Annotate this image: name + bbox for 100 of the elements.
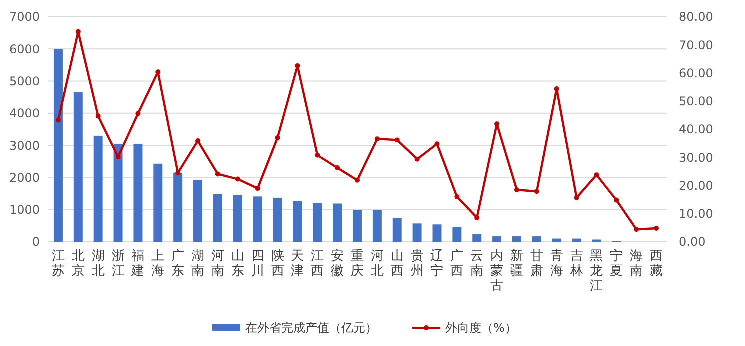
point [196, 138, 201, 144]
y2-tick-label: 20.00 [679, 178, 714, 193]
bar [412, 224, 422, 242]
bar [213, 194, 222, 242]
bar [572, 238, 582, 242]
point [76, 29, 81, 34]
x-tick-label: 辽宁 [430, 249, 444, 279]
y2-tick-label: 80.00 [679, 10, 714, 24]
legend-label: 在外省完成产值（亿元） [246, 321, 378, 336]
x-tick-label: 江苏 [52, 249, 65, 279]
point [116, 154, 121, 160]
x-tick-label: 内蒙古 [490, 249, 504, 294]
x-tick-label: 河南 [211, 249, 224, 279]
x-tick-label: 湖南 [192, 249, 205, 279]
point [96, 114, 101, 119]
y-tick-label: 7000 [9, 10, 40, 24]
y-tick-label: 5000 [9, 74, 40, 88]
x-tick-label: 陕西 [271, 249, 284, 279]
x-tick-label: 浙江 [112, 249, 125, 279]
bar [154, 164, 163, 242]
bar [273, 198, 282, 242]
bar [114, 144, 123, 242]
x-tick-label: 吉林 [569, 249, 584, 279]
point [574, 195, 580, 200]
y-tick-label: 0 [32, 235, 40, 250]
bar [432, 224, 442, 242]
x-tick-label: 西藏 [650, 249, 664, 279]
point [315, 152, 320, 158]
point [176, 170, 181, 176]
bar [333, 204, 342, 242]
bar [54, 49, 63, 242]
x-tick-label: 贵州 [410, 249, 424, 279]
x-tick-label: 天津 [291, 249, 304, 279]
point [136, 111, 141, 116]
y2-tick-label: 10.00 [679, 207, 714, 222]
point [474, 215, 480, 220]
point [355, 178, 360, 183]
bar [552, 238, 562, 242]
y2-tick-label: 60.00 [679, 66, 714, 80]
x-tick-label: 山东 [231, 249, 244, 279]
x-tick-label: 北京 [72, 249, 85, 279]
point [554, 86, 560, 92]
y-tick-label: 4000 [9, 106, 40, 121]
x-tick-label: 上海 [152, 249, 165, 279]
x-tick-label: 山西 [390, 249, 404, 279]
point [414, 156, 420, 162]
x-tick-label: 重庆 [351, 249, 364, 279]
bar [94, 136, 103, 242]
bar [452, 227, 462, 242]
point [434, 142, 440, 147]
x-tick-label: 河北 [370, 249, 384, 279]
bar [233, 195, 242, 242]
y-tick-label: 2000 [9, 170, 40, 185]
point [235, 176, 240, 182]
point [654, 226, 660, 231]
x-tick-label: 安徽 [331, 248, 344, 279]
point [394, 138, 400, 143]
bar [313, 203, 322, 242]
y2-tick-label: 70.00 [679, 38, 714, 52]
point [454, 194, 460, 200]
point [56, 118, 61, 123]
bar [194, 180, 202, 242]
bar [512, 236, 522, 242]
point [374, 136, 380, 142]
bar [134, 144, 143, 242]
bar [174, 172, 183, 242]
bar [293, 201, 302, 242]
x-tick-label: 甘肃 [530, 249, 544, 279]
x-tick-label: 黑龙江 [590, 249, 604, 294]
point [156, 70, 161, 75]
bar [372, 210, 382, 242]
x-tick-label: 新疆 [510, 249, 524, 279]
x-tick-label: 云南 [470, 249, 484, 279]
bar [74, 92, 83, 242]
point [215, 172, 220, 177]
y2-tick-label: 50.00 [679, 94, 714, 109]
x-tick-label: 福建 [130, 249, 145, 279]
y2-tick-label: 30.00 [679, 150, 714, 165]
y2-tick-label: 40.00 [679, 122, 714, 137]
bar [392, 218, 402, 242]
point [335, 166, 340, 171]
bar [253, 196, 262, 242]
point [255, 186, 260, 192]
bar [532, 236, 542, 242]
point [295, 63, 300, 68]
x-tick-label: 青海 [550, 249, 564, 279]
x-tick-label: 江西 [311, 249, 324, 279]
x-tick-label: 广西 [450, 249, 464, 279]
point [614, 198, 620, 203]
point [514, 187, 520, 192]
x-tick-label: 四川 [251, 249, 264, 279]
bar [353, 210, 362, 242]
y-tick-label: 3000 [9, 138, 40, 153]
point [594, 172, 600, 178]
legend-label: 外向度（%） [446, 321, 517, 336]
x-tick-label: 广东 [172, 249, 185, 279]
point [634, 227, 640, 232]
x-tick-label: 宁夏 [610, 248, 624, 279]
y-tick-label: 1000 [9, 203, 40, 218]
y2-tick-label: 0.00 [679, 235, 706, 250]
